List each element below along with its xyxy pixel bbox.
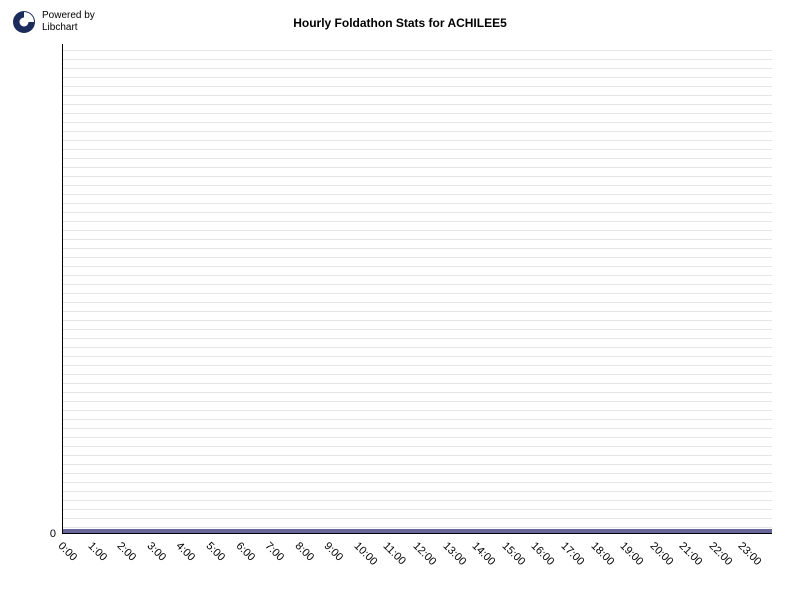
- grid-line: [63, 248, 772, 249]
- x-tick-label: 22:00: [706, 540, 734, 568]
- grid-line: [63, 221, 772, 222]
- grid-line: [63, 482, 772, 483]
- grid-line: [63, 194, 772, 195]
- x-tick-label: 9:00: [322, 540, 346, 564]
- grid-line: [63, 473, 772, 474]
- grid-line: [63, 59, 772, 60]
- grid-line: [63, 86, 772, 87]
- grid-line: [63, 428, 772, 429]
- grid-line: [63, 383, 772, 384]
- x-tick-label: 16:00: [529, 540, 557, 568]
- grid-line: [63, 329, 772, 330]
- grid-line: [63, 176, 772, 177]
- grid-line: [63, 257, 772, 258]
- grid-line: [63, 275, 772, 276]
- grid-line: [63, 203, 772, 204]
- x-tick-label: 15:00: [499, 540, 527, 568]
- grid-line: [63, 104, 772, 105]
- grid-line: [63, 167, 772, 168]
- grid-lines: [63, 44, 772, 533]
- grid-line: [63, 122, 772, 123]
- grid-line: [63, 230, 772, 231]
- grid-line: [63, 284, 772, 285]
- grid-line: [63, 149, 772, 150]
- x-tick-label: 12:00: [411, 540, 439, 568]
- grid-line: [63, 374, 772, 375]
- x-tick-label: 2:00: [115, 540, 139, 564]
- x-tick-label: 4:00: [174, 540, 198, 564]
- grid-line: [63, 527, 772, 528]
- x-tick-label: 6:00: [233, 540, 257, 564]
- grid-line: [63, 239, 772, 240]
- y-tick-label: 0: [50, 528, 56, 540]
- grid-line: [63, 302, 772, 303]
- x-tick-label: 5:00: [203, 540, 227, 564]
- grid-line: [63, 437, 772, 438]
- grid-line: [63, 356, 772, 357]
- x-tick-label: 7:00: [263, 540, 287, 564]
- plot-area: [62, 44, 772, 534]
- grid-line: [63, 392, 772, 393]
- grid-line: [63, 464, 772, 465]
- grid-line: [63, 338, 772, 339]
- x-tick-label: 20:00: [647, 540, 675, 568]
- x-tick-label: 10:00: [351, 540, 379, 568]
- x-tick-label: 19:00: [618, 540, 646, 568]
- grid-line: [63, 491, 772, 492]
- grid-line: [63, 347, 772, 348]
- x-tick-label: 8:00: [292, 540, 316, 564]
- grid-line: [63, 410, 772, 411]
- grid-line: [63, 140, 772, 141]
- grid-line: [63, 212, 772, 213]
- grid-line: [63, 365, 772, 366]
- grid-line: [63, 68, 772, 69]
- x-tick-label: 18:00: [588, 540, 616, 568]
- chart-title: Hourly Foldathon Stats for ACHILEE5: [0, 16, 800, 30]
- grid-line: [63, 509, 772, 510]
- grid-line: [63, 185, 772, 186]
- grid-line: [63, 95, 772, 96]
- grid-line: [63, 419, 772, 420]
- grid-line: [63, 77, 772, 78]
- grid-line: [63, 293, 772, 294]
- grid-line: [63, 131, 772, 132]
- x-tick-label: 11:00: [381, 540, 408, 567]
- grid-line: [63, 500, 772, 501]
- grid-line: [63, 446, 772, 447]
- x-tick-label: 0:00: [56, 540, 80, 564]
- grid-line: [63, 50, 772, 51]
- grid-line: [63, 311, 772, 312]
- grid-line: [63, 455, 772, 456]
- grid-line: [63, 401, 772, 402]
- x-tick-label: 17:00: [558, 540, 586, 568]
- series-line: [63, 529, 772, 533]
- grid-line: [63, 113, 772, 114]
- x-tick-label: 13:00: [440, 540, 468, 568]
- grid-line: [63, 266, 772, 267]
- grid-line: [63, 518, 772, 519]
- x-tick-label: 1:00: [85, 540, 109, 564]
- grid-line: [63, 320, 772, 321]
- x-tick-label: 3:00: [144, 540, 168, 564]
- x-tick-label: 14:00: [470, 540, 498, 568]
- x-tick-label: 21:00: [677, 540, 705, 568]
- grid-line: [63, 158, 772, 159]
- x-tick-label: 23:00: [736, 540, 764, 568]
